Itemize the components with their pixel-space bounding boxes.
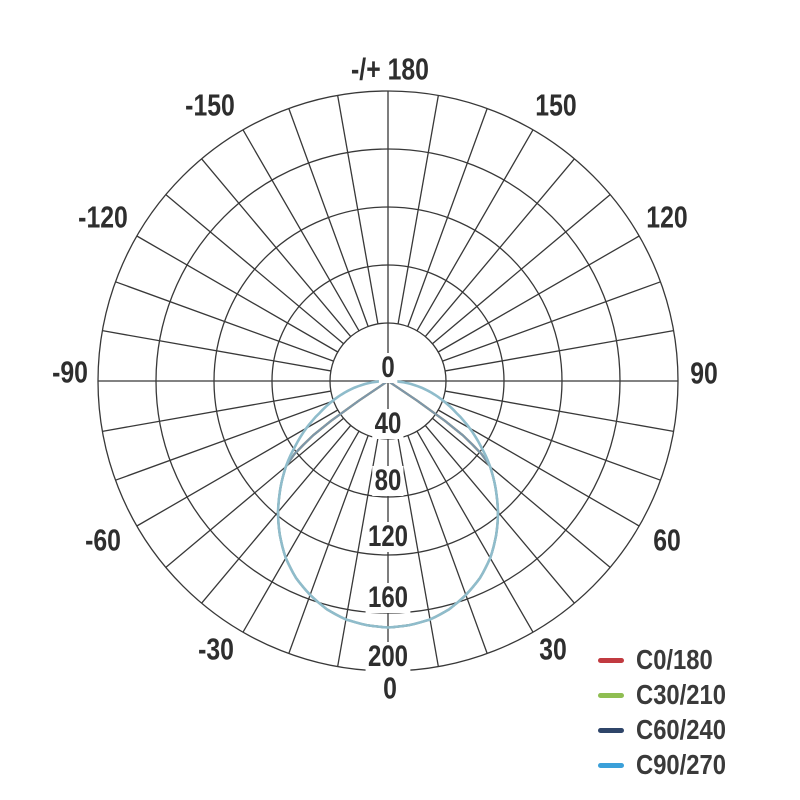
legend-item-c30-210: C30/210 [598, 681, 742, 709]
grid-spoke-240 [136, 235, 339, 353]
grid-spoke-330 [242, 430, 360, 633]
legend: C0/180 C30/210 C60/240 C90/270 [598, 646, 742, 779]
radial-tick-label-200: 200 [365, 642, 411, 672]
grid-spoke-250 [115, 281, 334, 362]
grid-spoke-190 [337, 95, 379, 324]
legend-label: C30/210 [636, 679, 726, 710]
radial-tick-label-120: 120 [365, 522, 411, 552]
radial-tick-label-0: 0 [378, 353, 398, 383]
grid-spoke-120 [437, 235, 640, 353]
angle-label-150: 150 [535, 87, 577, 123]
grid-spoke-70 [442, 400, 661, 481]
grid-spoke-20 [407, 435, 488, 654]
grid-spoke-290 [115, 400, 334, 481]
angle-label--120: -120 [78, 199, 128, 235]
angle-label--60: -60 [85, 522, 121, 558]
grid-spoke-80 [445, 390, 674, 432]
grid-spoke-230 [165, 194, 344, 345]
legend-item-c60-240: C60/240 [598, 716, 742, 744]
grid-spoke-160 [407, 108, 488, 327]
angle-label-30: 30 [539, 631, 567, 667]
grid-spoke-200 [288, 108, 369, 327]
angle-label-90: 90 [690, 355, 718, 391]
angle-label-60: 60 [653, 522, 681, 558]
grid-spoke-140 [424, 158, 575, 337]
grid-spoke-340 [288, 435, 369, 654]
legend-label: C60/240 [636, 714, 726, 745]
legend-swatch-icon [598, 727, 624, 733]
grid-spoke-220 [201, 158, 352, 337]
radial-tick-label-40: 40 [372, 409, 404, 439]
grid-spoke-170 [397, 95, 439, 324]
legend-swatch-icon [598, 762, 624, 768]
legend-label: C0/180 [636, 644, 713, 675]
grid-spoke-30 [416, 430, 534, 633]
angle-label-0: 0 [383, 670, 397, 706]
grid-spoke-260 [102, 330, 331, 372]
grid-spoke-280 [102, 390, 331, 432]
grid-spoke-310 [165, 417, 344, 568]
grid-spoke-50 [432, 417, 611, 568]
legend-swatch-icon [598, 657, 624, 663]
angle-label--150: -150 [185, 87, 235, 123]
grid-spoke-40 [424, 425, 575, 604]
angle-label--90: -90 [52, 354, 88, 390]
legend-item-c0-180: C0/180 [598, 646, 742, 674]
curve-c90-270 [276, 379, 500, 629]
grid-spoke-320 [201, 425, 352, 604]
legend-label: C90/270 [636, 749, 726, 780]
grid-spoke-130 [432, 194, 611, 345]
grid-spoke-210 [242, 129, 360, 332]
grid-spoke-110 [442, 281, 661, 362]
angle-label--30: -30 [198, 631, 234, 667]
angle-label--180: -/+ 180 [351, 51, 429, 87]
radial-tick-label-160: 160 [365, 583, 411, 613]
legend-swatch-icon [598, 692, 624, 698]
radial-tick-label-80: 80 [372, 466, 404, 496]
angle-label-120: 120 [646, 199, 688, 235]
grid-spoke-10 [397, 438, 439, 667]
grid-spoke-150 [416, 129, 534, 332]
grid-spoke-350 [337, 438, 379, 667]
legend-item-c90-270: C90/270 [598, 751, 742, 779]
grid-spoke-100 [445, 330, 674, 372]
